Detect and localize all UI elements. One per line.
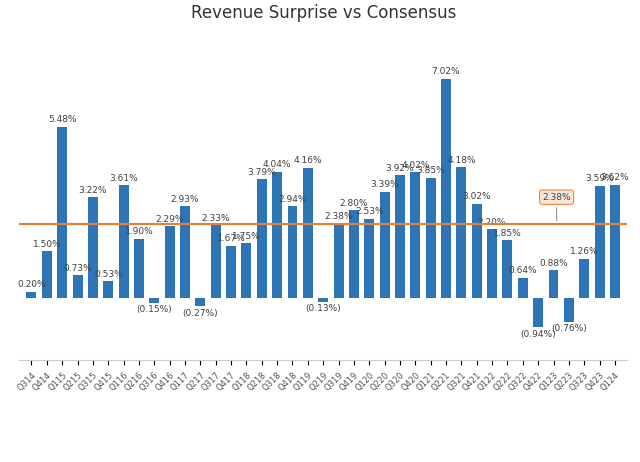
Text: 0.73%: 0.73%	[63, 264, 92, 273]
Text: (0.27%): (0.27%)	[182, 309, 218, 318]
Bar	[595, 186, 605, 298]
Text: 0.20%: 0.20%	[17, 280, 46, 289]
Bar	[564, 298, 574, 322]
Text: (0.15%): (0.15%)	[136, 305, 172, 314]
Bar	[548, 270, 559, 298]
Bar	[380, 192, 390, 298]
Bar	[303, 168, 313, 298]
Text: 0.64%: 0.64%	[509, 267, 537, 275]
Bar	[441, 79, 451, 298]
Title: Revenue Surprise vs Consensus: Revenue Surprise vs Consensus	[191, 5, 456, 23]
Text: 2.20%: 2.20%	[478, 218, 506, 227]
Bar	[487, 229, 497, 298]
Bar	[472, 204, 482, 298]
Bar	[518, 278, 528, 298]
Bar	[149, 298, 159, 303]
Text: 3.22%: 3.22%	[79, 186, 107, 195]
Text: 1.67%: 1.67%	[217, 234, 246, 243]
Bar	[395, 176, 405, 298]
Bar	[26, 292, 36, 298]
Text: (0.13%): (0.13%)	[305, 304, 341, 313]
Bar	[257, 179, 267, 298]
Bar	[118, 185, 129, 298]
Bar	[164, 226, 175, 298]
Bar	[134, 238, 144, 298]
Text: (0.94%): (0.94%)	[520, 330, 556, 339]
Text: 7.02%: 7.02%	[432, 67, 460, 76]
Bar	[610, 185, 620, 298]
Bar	[195, 298, 205, 306]
Bar	[364, 219, 374, 298]
Text: 2.93%: 2.93%	[171, 195, 199, 204]
Bar	[533, 298, 543, 327]
Bar	[287, 206, 298, 298]
Text: 0.53%: 0.53%	[94, 270, 123, 279]
Text: 4.02%: 4.02%	[401, 161, 429, 170]
Text: 4.18%: 4.18%	[447, 156, 476, 165]
Text: 2.80%: 2.80%	[340, 199, 368, 208]
Text: 2.29%: 2.29%	[156, 215, 184, 224]
Text: 0.88%: 0.88%	[539, 259, 568, 268]
Text: 1.50%: 1.50%	[33, 239, 61, 249]
Text: 3.85%: 3.85%	[416, 166, 445, 175]
Bar	[456, 167, 467, 298]
Bar	[42, 251, 52, 298]
Bar	[318, 298, 328, 302]
Text: 2.94%: 2.94%	[278, 195, 307, 204]
Text: 1.75%: 1.75%	[232, 232, 261, 241]
Text: 3.39%: 3.39%	[370, 181, 399, 189]
Bar	[180, 207, 190, 298]
Text: 4.16%: 4.16%	[294, 157, 322, 165]
Bar	[211, 225, 221, 298]
Text: 3.61%: 3.61%	[109, 174, 138, 182]
Text: 1.85%: 1.85%	[493, 229, 522, 237]
Bar	[410, 172, 420, 298]
Bar	[88, 197, 98, 298]
Text: 2.33%: 2.33%	[202, 213, 230, 223]
Text: 3.92%: 3.92%	[386, 164, 414, 173]
Text: 4.04%: 4.04%	[263, 160, 291, 169]
Bar	[333, 224, 344, 298]
Bar	[241, 243, 252, 298]
Bar	[426, 177, 436, 298]
Bar	[103, 281, 113, 298]
Bar	[349, 210, 359, 298]
Text: 2.38%: 2.38%	[542, 193, 571, 221]
Bar	[579, 259, 589, 298]
Text: (0.76%): (0.76%)	[551, 324, 587, 333]
Bar	[272, 172, 282, 298]
Text: 3.79%: 3.79%	[248, 168, 276, 177]
Text: 3.59%: 3.59%	[585, 174, 614, 183]
Bar	[502, 240, 513, 298]
Text: 3.02%: 3.02%	[463, 192, 491, 201]
Text: 2.53%: 2.53%	[355, 207, 383, 216]
Text: 3.62%: 3.62%	[600, 173, 629, 182]
Text: 2.38%: 2.38%	[324, 212, 353, 221]
Bar	[57, 127, 67, 298]
Bar	[226, 246, 236, 298]
Text: 5.48%: 5.48%	[48, 115, 77, 124]
Text: 1.26%: 1.26%	[570, 247, 598, 256]
Bar	[72, 275, 83, 298]
Text: 1.90%: 1.90%	[125, 227, 154, 236]
